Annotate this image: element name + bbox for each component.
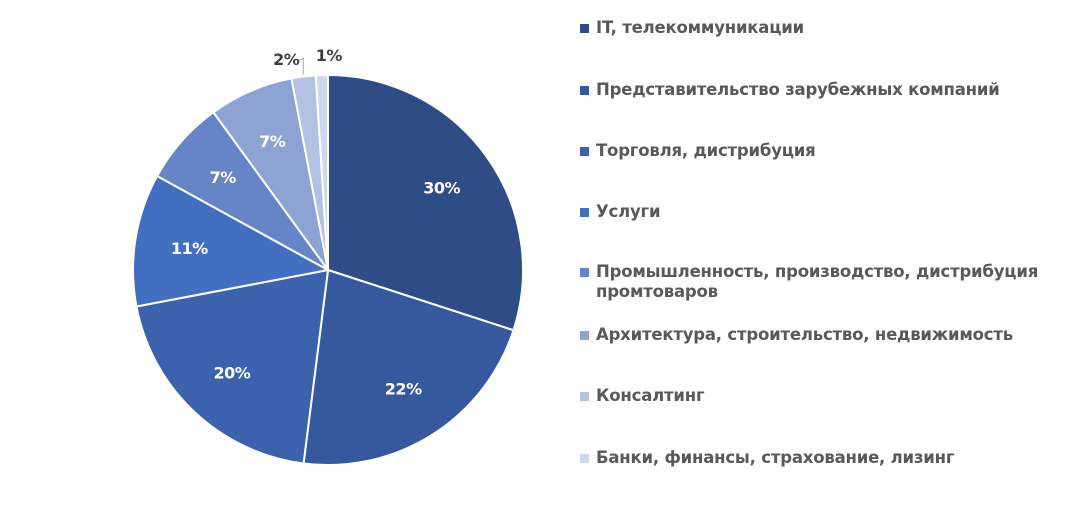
pie-slice-3 bbox=[135, 269, 329, 465]
legend-swatch-8 bbox=[580, 454, 589, 463]
data-label-1: 30% bbox=[423, 179, 460, 198]
legend-swatch-6 bbox=[580, 331, 589, 340]
legend-swatch-5 bbox=[580, 268, 589, 277]
legend-label-5: Промышленность, производство, дистрибуци… bbox=[596, 262, 1039, 301]
pie-slice-8 bbox=[314, 73, 329, 271]
legend-label-7: Консалтинг bbox=[596, 386, 705, 405]
legend-item-5: Промышленность, производство, дистрибуци… bbox=[580, 262, 1080, 302]
legend-swatch-4 bbox=[580, 208, 589, 217]
legend-label-6: Архитектура, строительство, недвижимость bbox=[596, 325, 1013, 344]
pie-slice-1 bbox=[327, 74, 524, 332]
legend-label-4: Услуги bbox=[596, 202, 661, 221]
pie-slice-2 bbox=[302, 269, 515, 466]
data-label-4: 11% bbox=[171, 239, 208, 258]
legend-item-4: Услуги bbox=[580, 202, 1080, 222]
data-labels: 30% 22% 20% 11% 7% 7% 2% 1% bbox=[171, 46, 461, 399]
legend-item-1: IT, телекоммуникации bbox=[580, 18, 1080, 38]
pie-slices bbox=[132, 73, 524, 466]
data-label-7: 2% bbox=[273, 50, 300, 69]
pie-slice-4 bbox=[132, 175, 329, 308]
legend-swatch-3 bbox=[580, 147, 589, 156]
legend-swatch-2 bbox=[580, 86, 589, 95]
leader-line-7 bbox=[297, 57, 304, 75]
data-label-5: 7% bbox=[210, 168, 237, 187]
data-label-3: 20% bbox=[214, 363, 251, 382]
data-label-6: 7% bbox=[259, 132, 286, 151]
data-label-2: 22% bbox=[385, 380, 422, 399]
legend-item-2: Представительство зарубежных компаний bbox=[580, 80, 1080, 100]
legend-label-8: Банки, финансы, страхование, лизинг bbox=[596, 448, 955, 467]
legend-label-1: IT, телекоммуникации bbox=[596, 18, 804, 37]
data-label-8: 1% bbox=[316, 46, 343, 65]
leader-lines bbox=[297, 57, 304, 75]
legend-label-2: Представительство зарубежных компаний bbox=[596, 80, 1000, 99]
legend-item-8: Банки, финансы, страхование, лизинг bbox=[580, 448, 1080, 468]
legend-label-3: Торговля, дистрибуция bbox=[596, 141, 816, 160]
legend-swatch-1 bbox=[580, 24, 589, 33]
legend-item-6: Архитектура, строительство, недвижимость bbox=[580, 325, 1080, 345]
legend-item-3: Торговля, дистрибуция bbox=[580, 141, 1080, 161]
legend-swatch-7 bbox=[580, 392, 589, 401]
legend-item-7: Консалтинг bbox=[580, 386, 1080, 406]
